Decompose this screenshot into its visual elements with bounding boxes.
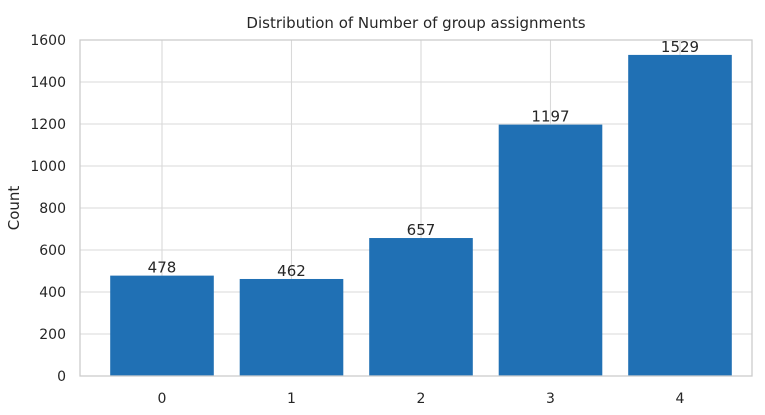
y-tick-label: 1400	[30, 75, 66, 91]
bar-value-label: 462	[277, 262, 306, 280]
bar	[498, 124, 603, 376]
bars	[110, 54, 732, 376]
bar	[239, 278, 344, 376]
bar	[628, 54, 732, 376]
chart-title: Distribution of Number of group assignme…	[246, 14, 585, 32]
bar-value-label: 1529	[661, 38, 699, 56]
x-tick-label: 0	[158, 391, 167, 407]
x-tick-label: 4	[676, 391, 685, 407]
x-tick-label: 2	[417, 391, 426, 407]
bar-value-label: 1197	[531, 108, 569, 126]
y-axis-label: Count	[5, 186, 23, 231]
data-labels: 478 462 657 1197 1529	[148, 38, 699, 280]
bar-value-label: 478	[148, 259, 177, 277]
y-tick-label: 1000	[30, 159, 66, 175]
bar-value-label: 657	[407, 221, 436, 239]
y-tick-label: 400	[39, 285, 66, 301]
y-tick-label: 200	[39, 327, 66, 343]
y-tick-label: 600	[39, 243, 66, 259]
plot-frame	[79, 39, 753, 377]
x-axis-ticks: 0 1 2 3 4	[158, 391, 685, 407]
x-tick-label: 3	[546, 391, 555, 407]
y-tick-label: 1600	[30, 33, 66, 49]
y-axis-ticks: 0 200 400 600 800 1000 1200 1400 1600	[30, 33, 66, 385]
bar	[110, 275, 214, 376]
y-tick-label: 800	[39, 201, 66, 217]
y-tick-label: 0	[57, 369, 66, 385]
y-tick-label: 1200	[30, 117, 66, 133]
x-tick-label: 1	[287, 391, 296, 407]
bar	[369, 238, 473, 376]
